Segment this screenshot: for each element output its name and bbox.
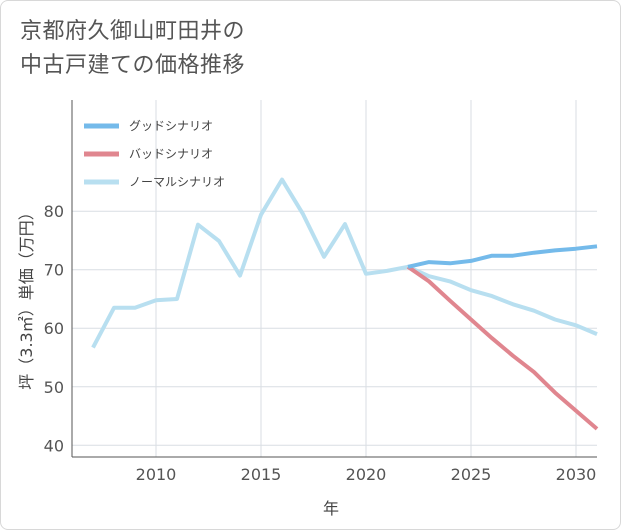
- y-axis-title: 坪（3.3㎡）単価（万円）: [17, 204, 36, 389]
- legend-label: ノーマルシナリオ: [129, 175, 225, 189]
- y-tick-label: 80: [44, 202, 64, 221]
- series-layer: [91, 177, 599, 431]
- chart-title-line-2: 中古戸建ての価格推移: [20, 53, 246, 78]
- axes: 2010 2015 2020 2025 2030 40 50 60 70 80: [44, 100, 597, 484]
- series-line-2: [91, 177, 598, 349]
- chart-title: 京都府久御山町田井の 中古戸建ての価格推移: [20, 15, 245, 83]
- legend-label: バッドシナリオ: [129, 147, 213, 161]
- x-tick-label: 2015: [241, 465, 282, 484]
- series-line-0: [407, 244, 598, 269]
- legend-label: グッドシナリオ: [129, 119, 213, 133]
- x-axis-title: 年: [323, 499, 339, 518]
- y-tick-label: 40: [44, 436, 64, 455]
- y-tick-label: 60: [44, 319, 64, 338]
- y-tick-label: 50: [44, 378, 64, 397]
- x-tick-label: 2030: [556, 465, 597, 484]
- chart-title-line-1: 京都府久御山町田井の: [20, 19, 246, 44]
- x-tick-label: 2020: [346, 465, 387, 484]
- series-line-1: [406, 265, 599, 431]
- y-tick-label: 70: [44, 261, 64, 280]
- grid: [72, 100, 597, 457]
- x-tick-label: 2010: [136, 465, 177, 484]
- x-tick-label: 2025: [451, 465, 492, 484]
